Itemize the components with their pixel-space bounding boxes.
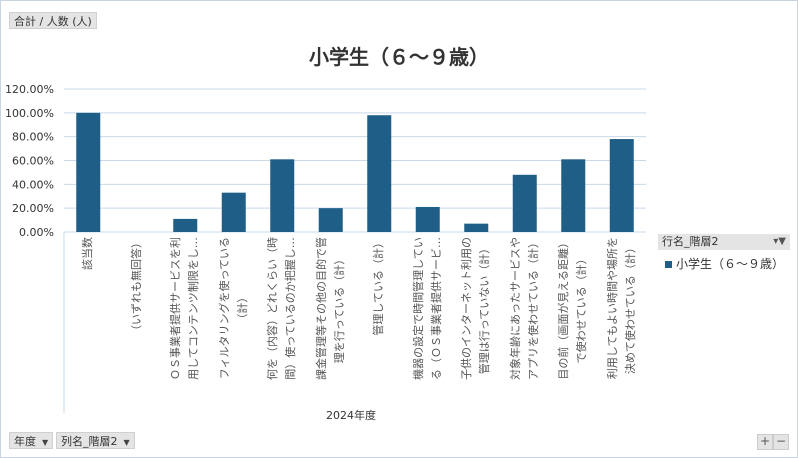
x-tick-label: 課金管理等その他の目的で管 理を行っている（計） bbox=[311, 237, 351, 409]
legend-label: 小学生（６～９歳） bbox=[676, 257, 785, 271]
x-tick-label: （いずれも無回答） bbox=[117, 237, 157, 409]
x-tick-label-text: 対象年齢にあったサービスや アプリを使わせている（計） bbox=[508, 237, 540, 380]
y-tick-label: 100.00% bbox=[5, 107, 54, 120]
x-tick-label-text: 利用してもよい時間や場所を 決めて使わせている（計） bbox=[605, 237, 637, 380]
x-tick-label-text: 子供のインターネット利用の 管理は行っていない（計） bbox=[460, 237, 492, 380]
x-tick-label-text: 何を（内容）どれくらい（時 間）使っているのか把握し… bbox=[266, 237, 298, 380]
bar bbox=[609, 139, 634, 232]
y-tick-label: 60.00% bbox=[12, 155, 54, 168]
x-axis-title: 2024年度 bbox=[326, 409, 376, 422]
legend-entry: 小学生（６～９歳） bbox=[665, 255, 784, 272]
x-tick-label-text: フィルタリングを使っている （計） bbox=[217, 237, 249, 380]
y-tick-label: 120.00% bbox=[5, 83, 54, 96]
x-tick-label-text: 管理している（計） bbox=[372, 237, 386, 336]
year-field-button[interactable]: 年度 ▼ bbox=[9, 432, 54, 449]
x-tick-label: 対象年齢にあったサービスや アプリを使わせている（計） bbox=[505, 237, 545, 409]
column-field-label: 列名_階層2 bbox=[61, 435, 118, 448]
x-tick-label-text: 課金管理等その他の目的で管 理を行っている（計） bbox=[314, 237, 346, 380]
x-tick-label-text: 機器の設定で時間管理してい る（ＯＳ事業者提供サービ… bbox=[411, 237, 443, 380]
column-field-button[interactable]: 列名_階層2 ▼ bbox=[56, 432, 135, 449]
x-tick-label: 利用してもよい時間や場所を 決めて使わせている（計） bbox=[602, 237, 642, 409]
dropdown-arrow-icon: ▼ bbox=[123, 438, 130, 447]
y-tick-label: 80.00% bbox=[12, 131, 54, 144]
x-tick-label-text: ＯＳ事業者提供サービスを利 用してコンテンツ制限をし… bbox=[169, 237, 201, 380]
legend-field-button[interactable]: 行名_階層2 ▾▼ bbox=[658, 234, 790, 250]
x-tick-label: 子供のインターネット利用の 管理は行っていない（計） bbox=[456, 237, 496, 409]
y-tick-label: 40.00% bbox=[12, 178, 54, 191]
bar bbox=[270, 159, 295, 232]
chart-title: 小学生（６～９歳） bbox=[309, 45, 489, 69]
x-tick-label: 目の前（画面が見える距離） で使わせている（計） bbox=[553, 237, 593, 409]
x-tick-label: 管理している（計） bbox=[359, 237, 399, 409]
collapse-button[interactable]: − bbox=[773, 434, 789, 450]
bar bbox=[221, 192, 246, 232]
y-tick-label: 20.00% bbox=[12, 202, 54, 215]
x-tick-label: 機器の設定で時間管理してい る（ＯＳ事業者提供サービ… bbox=[408, 237, 448, 409]
x-tick-label: 何を（内容）どれくらい（時 間）使っているのか把握し… bbox=[262, 237, 302, 409]
legend-swatch bbox=[665, 261, 672, 268]
legend-field-label: 行名_階層2 bbox=[662, 235, 719, 248]
values-field-button[interactable]: 合計 / 人数 (人) bbox=[9, 12, 97, 29]
bar bbox=[464, 223, 489, 232]
x-tick-label-text: 目の前（画面が見える距離） で使わせている（計） bbox=[557, 237, 589, 380]
bar bbox=[318, 208, 343, 232]
x-tick-label: フィルタリングを使っている （計） bbox=[214, 237, 254, 409]
bar bbox=[76, 112, 101, 232]
bar bbox=[512, 174, 537, 232]
y-tick-label: 0.00% bbox=[19, 226, 54, 239]
expand-button[interactable]: + bbox=[757, 434, 773, 450]
bar bbox=[415, 206, 440, 232]
bar bbox=[173, 218, 198, 232]
year-field-label: 年度 bbox=[14, 435, 36, 448]
x-tick-label: 該当数 bbox=[68, 237, 108, 409]
bar bbox=[561, 159, 586, 232]
x-tick-label: ＯＳ事業者提供サービスを利 用してコンテンツ制限をし… bbox=[165, 237, 205, 409]
filter-icon[interactable]: ▾▼ bbox=[773, 236, 786, 247]
bar bbox=[367, 115, 392, 232]
values-field-label: 合計 / 人数 (人) bbox=[14, 15, 92, 28]
dropdown-arrow-icon: ▼ bbox=[42, 438, 49, 447]
x-tick-label-text: （いずれも無回答） bbox=[129, 237, 143, 336]
x-tick-label-text: 該当数 bbox=[81, 237, 95, 270]
